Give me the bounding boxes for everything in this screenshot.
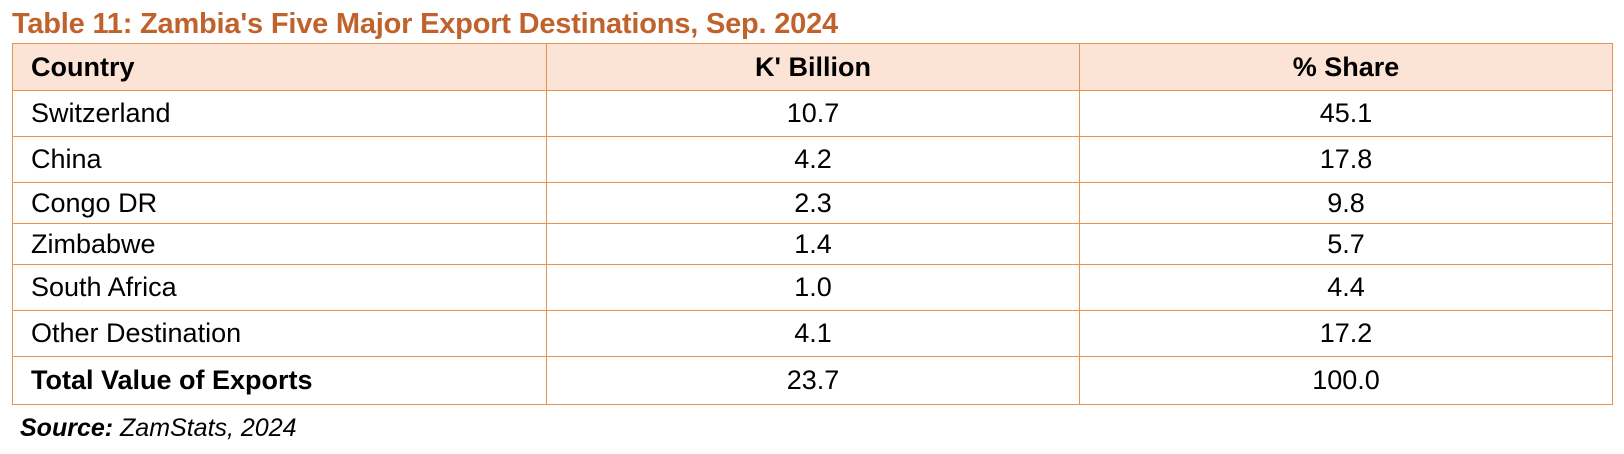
country-cell: China <box>12 136 547 183</box>
share-cell: 9.8 <box>1079 182 1613 224</box>
share-cell: 5.7 <box>1079 223 1613 265</box>
share-cell: 45.1 <box>1079 90 1613 137</box>
export-destinations-table: Country K' Billion % Share Switzerland 1… <box>12 43 1613 405</box>
country-cell: South Africa <box>12 264 547 311</box>
value-cell: 1.0 <box>546 264 1080 311</box>
table-row: South Africa 1.0 4.4 <box>12 264 1613 311</box>
table-row: Other Destination 4.1 17.2 <box>12 310 1613 357</box>
share-cell: 17.8 <box>1079 136 1613 183</box>
source-note: Source: ZamStats, 2024 <box>20 414 297 443</box>
table-title: Table 11: Zambia's Five Major Export Des… <box>12 8 838 40</box>
header-value: K' Billion <box>546 43 1080 91</box>
table-row: Zimbabwe 1.4 5.7 <box>12 223 1613 265</box>
total-value-cell: 23.7 <box>546 356 1080 405</box>
total-row: Total Value of Exports 23.7 100.0 <box>12 356 1613 405</box>
value-cell: 2.3 <box>546 182 1080 224</box>
table-row: China 4.2 17.8 <box>12 136 1613 183</box>
country-cell: Congo DR <box>12 182 547 224</box>
share-cell: 17.2 <box>1079 310 1613 357</box>
country-cell: Zimbabwe <box>12 223 547 265</box>
share-cell: 4.4 <box>1079 264 1613 311</box>
value-cell: 4.2 <box>546 136 1080 183</box>
table-row: Congo DR 2.3 9.8 <box>12 182 1613 224</box>
source-label: Source: <box>20 414 114 442</box>
value-cell: 1.4 <box>546 223 1080 265</box>
value-cell: 10.7 <box>546 90 1080 137</box>
value-cell: 4.1 <box>546 310 1080 357</box>
header-country: Country <box>12 43 547 91</box>
country-cell: Other Destination <box>12 310 547 357</box>
table-header-row: Country K' Billion % Share <box>12 43 1613 91</box>
total-label-cell: Total Value of Exports <box>12 356 547 405</box>
table-row: Switzerland 10.7 45.1 <box>12 90 1613 137</box>
source-text: ZamStats, 2024 <box>113 414 297 442</box>
total-share-cell: 100.0 <box>1079 356 1613 405</box>
header-share: % Share <box>1079 43 1613 91</box>
country-cell: Switzerland <box>12 90 547 137</box>
